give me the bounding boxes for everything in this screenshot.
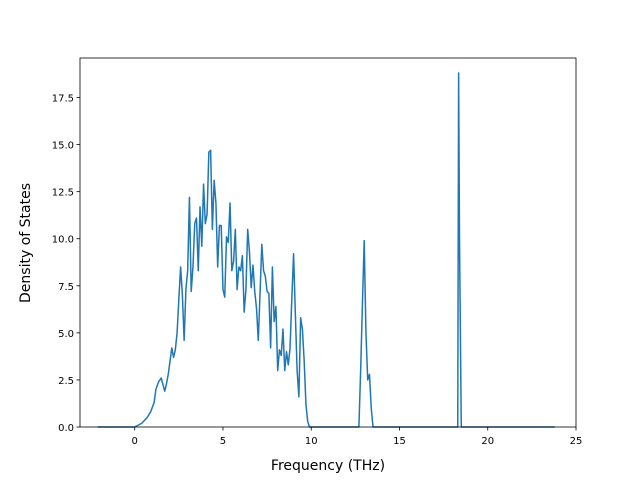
- y-tick-label: 15.0: [52, 141, 74, 152]
- plot-area: [79, 57, 577, 428]
- x-tick-label: 10: [305, 436, 318, 447]
- y-tick-label: 0.0: [58, 423, 74, 434]
- ticks: 0 5 10 15 20 25 0.0 2.5 5.0 7.5 10.0 12.5 15.0 17.5: [52, 94, 583, 447]
- y-tick-label: 2.5: [58, 376, 74, 387]
- y-tick-label: 12.5: [52, 188, 74, 199]
- x-axis-label: Frequency (THz): [271, 458, 385, 474]
- x-tick-label: 20: [481, 436, 494, 447]
- y-tick-label: 10.0: [52, 235, 74, 246]
- x-tick-label: 0: [132, 436, 138, 447]
- axes-frame: [79, 57, 577, 428]
- x-tick-label: 25: [570, 436, 583, 447]
- x-tick-label: 15: [393, 436, 406, 447]
- y-axis-label: Density of States: [18, 183, 34, 303]
- x-tick-label: 5: [220, 436, 226, 447]
- y-tick-label: 7.5: [58, 282, 74, 293]
- y-tick-label: 5.0: [58, 329, 74, 340]
- y-tick-label: 17.5: [52, 94, 74, 105]
